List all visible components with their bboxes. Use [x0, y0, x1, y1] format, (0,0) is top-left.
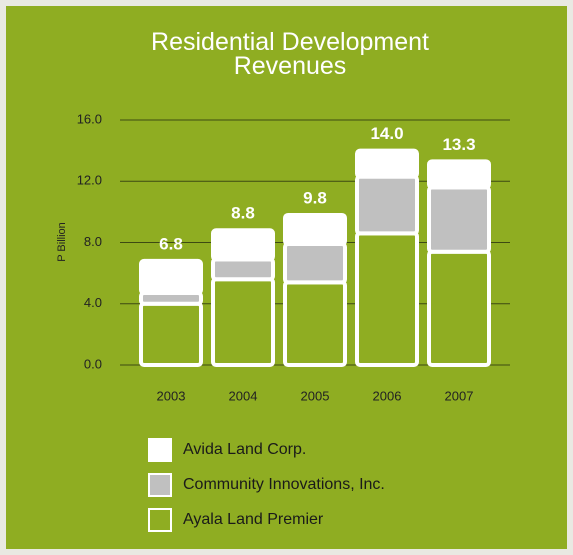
total-label: 8.8	[231, 204, 255, 223]
total-label: 13.3	[442, 135, 475, 154]
x-tick-label: 2005	[301, 388, 330, 403]
y-tick-label: 16.0	[77, 111, 102, 126]
bar-segment	[355, 231, 419, 367]
y-axis-label: P Billion	[56, 222, 68, 262]
legend-swatch	[148, 473, 172, 497]
bar-segment	[427, 249, 491, 367]
total-label: 6.8	[159, 234, 183, 253]
y-tick-label: 8.0	[84, 234, 102, 249]
bar-segment	[211, 257, 275, 282]
total-label: 9.8	[303, 188, 327, 207]
bar-segment	[211, 228, 275, 262]
chart-title: Residential Development Revenues	[151, 28, 429, 80]
legend-label: Ayala Land Premier	[183, 511, 324, 528]
legend-swatch	[148, 438, 172, 462]
bar-segment	[355, 148, 419, 179]
legend-label: Community Innovations, Inc.	[183, 476, 385, 493]
bar-segment	[211, 277, 275, 367]
bar-segment	[283, 242, 347, 285]
y-tick-label: 12.0	[77, 173, 102, 188]
legend-swatch	[148, 508, 172, 532]
total-label: 14.0	[370, 124, 403, 143]
x-tick-label: 2004	[229, 388, 258, 403]
x-tick-label: 2006	[373, 388, 402, 403]
x-tick-label: 2003	[157, 388, 186, 403]
bar-segment	[139, 258, 203, 296]
y-tick-label: 0.0	[84, 356, 102, 371]
bar-segment	[283, 212, 347, 247]
bar-segment	[355, 174, 419, 236]
bar-segment	[139, 301, 203, 367]
bar-segment	[427, 159, 491, 190]
x-tick-label: 2007	[445, 388, 474, 403]
bar-segment	[427, 185, 491, 254]
bar-segment	[283, 280, 347, 367]
legend-label: Avida Land Corp.	[183, 441, 306, 458]
y-tick-label: 4.0	[84, 295, 102, 310]
